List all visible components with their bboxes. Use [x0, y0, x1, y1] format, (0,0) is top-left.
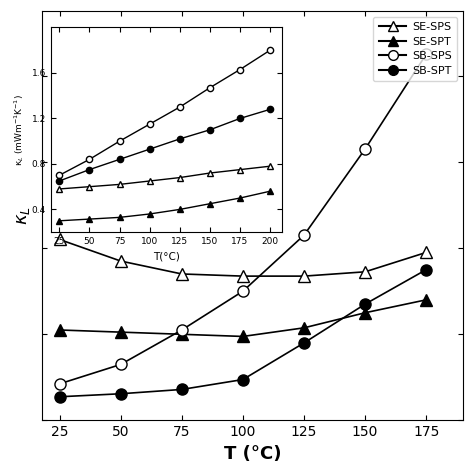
Y-axis label: κ$_L$: κ$_L$	[14, 206, 32, 225]
SE-SPT	[240, 334, 246, 339]
SB-SPS	[179, 327, 185, 333]
SB-SPT	[362, 301, 368, 307]
SB-SPT	[240, 377, 246, 383]
SE-SPS	[362, 269, 368, 274]
SB-SPS	[118, 362, 124, 367]
SE-SPS	[179, 271, 185, 277]
Legend: SE-SPS, SE-SPT, SB-SPS, SB-SPT: SE-SPS, SE-SPT, SB-SPS, SB-SPT	[373, 17, 457, 81]
SE-SPT	[301, 325, 307, 331]
Line: SE-SPT: SE-SPT	[54, 294, 432, 342]
SB-SPS	[301, 232, 307, 238]
Line: SB-SPT: SB-SPT	[54, 264, 432, 402]
SB-SPS	[423, 51, 429, 57]
SB-SPS	[362, 146, 368, 152]
SE-SPT	[118, 329, 124, 335]
SB-SPT	[179, 387, 185, 392]
SB-SPT	[423, 267, 429, 273]
SE-SPS	[57, 237, 63, 242]
SB-SPS	[240, 288, 246, 294]
SB-SPT	[301, 340, 307, 346]
SE-SPS	[240, 273, 246, 279]
SB-SPS	[57, 381, 63, 387]
SE-SPT	[57, 327, 63, 333]
X-axis label: T (°C): T (°C)	[224, 445, 282, 463]
SB-SPT	[118, 391, 124, 397]
SE-SPS	[423, 250, 429, 255]
SE-SPS	[118, 258, 124, 264]
Line: SE-SPS: SE-SPS	[54, 234, 432, 282]
Line: SB-SPS: SB-SPS	[54, 49, 432, 390]
SB-SPT	[57, 394, 63, 400]
SE-SPT	[179, 331, 185, 337]
SE-SPT	[423, 297, 429, 303]
SE-SPS	[301, 273, 307, 279]
SE-SPT	[362, 310, 368, 316]
